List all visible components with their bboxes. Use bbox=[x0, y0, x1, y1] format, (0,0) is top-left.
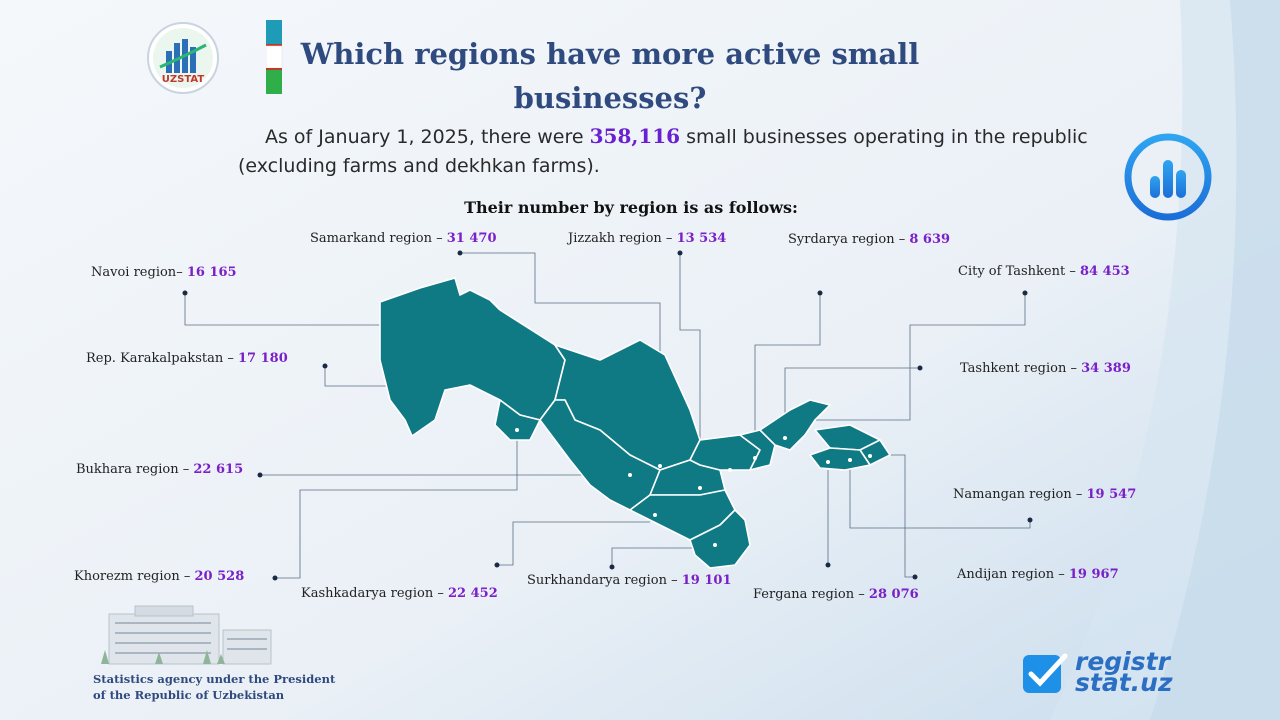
region-centers bbox=[515, 428, 872, 547]
label-city-of-tashkent: City of Tashkent – 84 453 bbox=[958, 264, 1130, 279]
label-surkhandarya: Surkhandarya region – 19 101 bbox=[527, 573, 732, 588]
label-bukhara: Bukhara region – 22 615 bbox=[76, 462, 244, 477]
map-regions bbox=[379, 277, 891, 569]
checkmark-icon bbox=[1023, 653, 1068, 693]
region-tashkent bbox=[759, 399, 831, 451]
region-kashkadarya bbox=[629, 489, 736, 541]
label-kashkadarya: Kashkadarya region – 22 452 bbox=[301, 586, 498, 601]
intro-before: As of January 1, 2025, there were bbox=[265, 126, 590, 148]
leader-dots bbox=[182, 250, 1033, 581]
label-khorezm: Khorezm region – 20 528 bbox=[74, 569, 245, 584]
uzstat-logo-text: UZSTAT bbox=[161, 74, 205, 85]
region-karakalpakstan bbox=[379, 277, 566, 437]
region-surkhandarya bbox=[689, 509, 751, 569]
subheading: Their number by region is as follows: bbox=[464, 198, 798, 217]
region-fergana bbox=[809, 447, 871, 471]
label-fergana: Fergana region – 28 076 bbox=[753, 587, 919, 602]
label-syrdarya: Syrdarya region – 8 639 bbox=[788, 232, 951, 247]
page-title: Which regions have more active small bus… bbox=[300, 37, 920, 115]
label-namangan: Namangan region – 19 547 bbox=[953, 487, 1137, 502]
brand-logo-text[interactable]: registr stat.uz bbox=[1075, 647, 1173, 697]
region-khorezm bbox=[494, 399, 541, 441]
intro-after: small businesses operating in the republ… bbox=[680, 126, 1088, 148]
uzstat-logo-icon bbox=[147, 22, 219, 94]
label-andijan: Andijan region – 19 967 bbox=[957, 567, 1119, 582]
building-icon bbox=[101, 605, 272, 665]
label-jizzakh: Jizzakh region – 13 534 bbox=[568, 231, 727, 246]
label-karakalpakstan: Rep. Karakalpakstan – 17 180 bbox=[86, 351, 288, 366]
label-samarkand: Samarkand region – 31 470 bbox=[310, 231, 497, 246]
label-navoi: Navoi region– 16 165 bbox=[91, 265, 237, 280]
agency-name: Statistics agency under the President of… bbox=[93, 672, 336, 702]
intro-line2: (excluding farms and dekhkan farms). bbox=[238, 155, 600, 177]
bar-chart-icon bbox=[1124, 133, 1212, 221]
label-tashkent-region: Tashkent region – 34 389 bbox=[960, 361, 1131, 376]
total-count: 358,116 bbox=[589, 124, 681, 148]
intro-text: As of January 1, 2025, there were 358,11… bbox=[238, 122, 1118, 181]
flag-strip-icon bbox=[266, 20, 283, 94]
